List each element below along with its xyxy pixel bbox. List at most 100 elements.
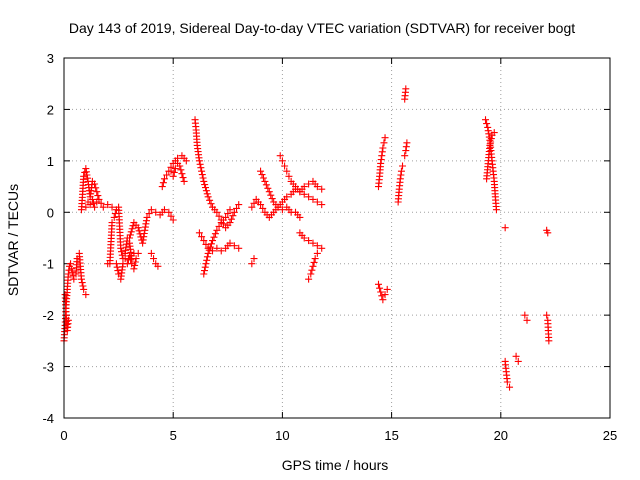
data-point-marker: [128, 260, 136, 268]
data-point-marker: [152, 208, 160, 216]
series-arc-ad: [501, 357, 514, 391]
data-point-marker: [300, 190, 308, 198]
data-point-marker: [309, 239, 317, 247]
series-arc-u: [305, 249, 321, 283]
data-point-marker: [93, 198, 101, 206]
data-point-marker: [278, 157, 286, 165]
data-point-marker: [259, 204, 267, 212]
series-arc-x: [394, 162, 407, 206]
data-point-marker: [310, 258, 318, 266]
data-point-marker: [211, 230, 219, 238]
data-point-marker: [203, 253, 211, 261]
data-point-marker: [130, 265, 138, 273]
data-point-marker: [276, 152, 284, 160]
data-point-marker: [160, 206, 168, 214]
data-point-marker: [318, 201, 326, 209]
data-point-marker: [205, 246, 213, 254]
y-tick-label: 3: [47, 51, 54, 66]
data-point-marker: [226, 219, 234, 227]
data-point-marker: [281, 162, 289, 170]
series-arc-w: [374, 280, 391, 304]
data-point-marker: [202, 260, 210, 268]
data-point-marker: [545, 337, 553, 345]
data-point-marker: [377, 288, 385, 296]
data-point-marker: [399, 162, 407, 170]
x-axis-label: GPS time / hours: [282, 457, 389, 473]
data-point-marker: [248, 203, 256, 211]
data-point-marker: [177, 166, 185, 174]
data-point-marker: [121, 255, 129, 263]
data-point-marker: [92, 184, 100, 192]
data-point-marker: [402, 85, 410, 93]
data-point-marker: [99, 203, 107, 211]
data-point-marker: [68, 265, 76, 273]
series-arc-o: [200, 206, 234, 278]
data-point-marker: [268, 195, 276, 203]
data-point-marker: [150, 255, 158, 263]
data-point-marker: [68, 268, 76, 276]
series-arc-r: [257, 167, 304, 221]
series-arc-z: [401, 85, 410, 103]
data-point-marker: [77, 275, 85, 283]
data-point-marker: [64, 316, 72, 324]
data-point-marker: [200, 270, 208, 278]
data-point-marker: [126, 252, 134, 260]
data-point-marker: [195, 157, 203, 165]
data-point-marker: [206, 196, 214, 204]
data-point-marker: [215, 222, 223, 230]
data-point-marker: [544, 229, 552, 237]
data-point-marker: [300, 183, 308, 191]
data-point-marker: [296, 213, 304, 221]
data-point-marker: [492, 206, 500, 214]
data-point-marker: [383, 285, 391, 293]
data-point-marker: [487, 135, 495, 143]
data-point-marker: [158, 183, 166, 191]
data-point-marker: [80, 172, 88, 180]
data-point-marker: [204, 249, 212, 257]
series-arc-y: [401, 139, 411, 160]
data-point-marker: [397, 167, 405, 175]
data-point-marker: [203, 190, 211, 198]
data-point-marker: [483, 120, 491, 128]
data-point-marker: [217, 247, 225, 255]
y-axis-label: SDTVAR / TECUs: [5, 184, 21, 296]
data-point-marker: [313, 183, 321, 191]
data-point-marker: [201, 181, 209, 189]
data-point-marker: [79, 282, 87, 290]
data-point-marker: [165, 208, 173, 216]
data-point-marker: [378, 292, 386, 300]
data-point-marker: [167, 167, 175, 175]
data-point-marker: [318, 244, 326, 252]
x-tick-label: 10: [275, 428, 289, 443]
x-tick-label: 20: [494, 428, 508, 443]
series-arc-ag: [543, 226, 552, 237]
series-arc-m: [191, 116, 243, 232]
data-point-marker: [248, 260, 256, 268]
data-point-marker: [88, 195, 96, 203]
x-tick-label: 0: [60, 428, 67, 443]
data-point-marker: [200, 237, 208, 245]
data-point-marker: [207, 240, 215, 248]
data-point-marker: [403, 139, 411, 147]
series-arc-p: [248, 255, 258, 268]
data-point-marker: [147, 249, 155, 257]
data-point-marker: [514, 357, 522, 365]
data-point-marker: [213, 226, 221, 234]
data-point-marker: [305, 275, 313, 283]
data-point-marker: [543, 311, 551, 319]
data-point-marker: [262, 181, 270, 189]
data-point-marker: [305, 237, 313, 245]
data-point-marker: [258, 171, 266, 179]
data-point-marker: [117, 244, 125, 252]
data-point-marker: [179, 174, 187, 182]
y-tick-label: 2: [47, 102, 54, 117]
data-point-marker: [126, 234, 134, 242]
data-point-marker: [283, 167, 291, 175]
y-tick-label: -2: [42, 308, 54, 323]
data-point-marker: [226, 239, 234, 247]
data-point-marker: [300, 234, 308, 242]
chart-title: Day 143 of 2019, Sidereal Day-to-day VTE…: [69, 20, 575, 36]
data-point-marker: [521, 311, 529, 319]
data-point-marker: [134, 224, 142, 232]
